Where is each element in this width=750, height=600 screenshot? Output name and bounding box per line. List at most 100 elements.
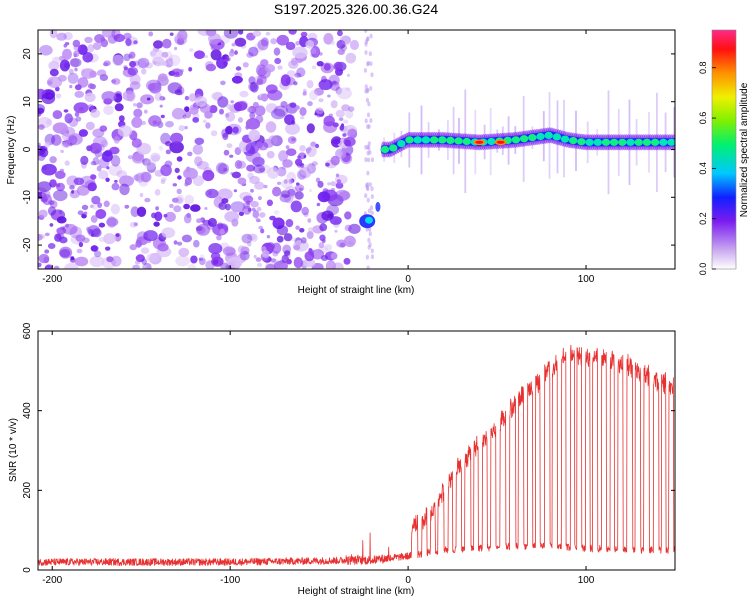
noise-blob [44,264,53,269]
noise-blob [269,215,276,221]
noise-blob [300,237,307,244]
noise-blob [142,158,151,166]
y-tick-label: 10 [22,96,33,108]
noise-blob [144,197,151,203]
gap-speckle [365,254,369,260]
noise-blob [280,190,291,198]
spectrogram-x-axis-label: Height of straight line (km) [298,285,415,296]
noise-blob [309,48,317,55]
noise-blob [94,250,102,258]
noise-blob [131,116,143,128]
noise-blob [127,67,139,76]
noise-blob [314,112,318,116]
noise-blob [144,109,148,114]
noise-blob [332,262,344,269]
noise-blob [98,157,110,169]
noise-blob [176,188,182,195]
noise-blob [78,106,85,111]
gap-speckle [366,265,370,269]
noise-blob [197,30,213,36]
y-tick-label: 20 [22,48,33,60]
spectrogram-y-ticks: -20 -10 0 10 20 [22,48,675,252]
noise-blob [332,122,339,128]
noise-blob [187,263,197,269]
noise-blob [233,189,238,193]
noise-blob [110,155,121,167]
noise-blob [38,124,45,130]
noise-blob [219,108,224,115]
noise-blob [273,210,280,215]
noise-blob [136,206,147,217]
noise-blob [323,115,335,127]
low-track-blob [365,216,373,224]
noise-blob [75,234,86,242]
noise-blob [252,101,259,109]
noise-blob [169,141,184,154]
noise-blob [44,232,50,237]
noise-blob [258,225,264,230]
noise-blob [290,200,302,213]
colorbar: 0.0 0.2 0.4 0.6 0.8 Normalized spectral ampl… [698,29,750,275]
noise-blob [233,101,248,111]
noise-blob [246,200,251,205]
noise-blob [285,122,300,135]
noise-blob [38,107,45,114]
noise-blob [258,167,265,173]
noise-blob [220,80,226,86]
noise-blob [257,164,271,174]
noise-blob [300,31,308,37]
noise-blob [174,34,187,46]
ridge-blob [511,136,521,144]
noise-blob [286,70,296,78]
noise-blob [265,263,276,269]
noise-blob [336,179,342,184]
noise-blob [89,142,102,154]
noise-blob [135,254,145,263]
noise-blob [124,204,130,209]
ridge-blob [609,138,619,146]
noise-blob [45,263,54,269]
noise-blob [114,103,124,112]
noise-blob [236,160,246,169]
noise-blob [192,144,204,155]
y-tick-label: -10 [22,190,33,205]
noise-blob [259,212,266,218]
noise-blob [329,216,342,225]
ridge-blob [421,136,431,144]
snr-plot-area [38,331,675,570]
noise-blob [350,39,359,51]
gap-speckle [370,157,374,163]
noise-blob [245,150,261,163]
noise-blob [111,182,120,191]
noise-blob [49,68,59,77]
noise-blob [114,179,118,183]
noise-blob [297,169,307,180]
noise-blob [326,204,340,216]
noise-blob [272,186,282,197]
noise-blob [58,210,63,215]
peak-core [475,140,484,144]
noise-blob [59,59,70,72]
noise-blob [266,150,275,159]
noise-blob [306,230,314,240]
noise-blob [234,50,238,55]
noise-blob [347,128,358,140]
noise-blob [309,90,318,101]
noise-blob [154,211,163,222]
noise-blob [294,72,302,78]
noise-blob [247,233,257,241]
noise-blob [189,107,199,115]
ridge-blob [462,137,471,146]
noise-blob [255,64,268,77]
noise-blob [292,46,308,59]
noise-blob [250,188,254,193]
noise-blob [141,258,147,265]
noise-blob [332,138,341,145]
noise-blob [172,197,179,203]
ridge-blob [569,137,578,145]
noise-blob [141,264,147,269]
noise-blob [330,100,338,109]
noise-blob [204,207,208,210]
noise-blob [38,209,48,218]
noise-blob [243,195,254,203]
